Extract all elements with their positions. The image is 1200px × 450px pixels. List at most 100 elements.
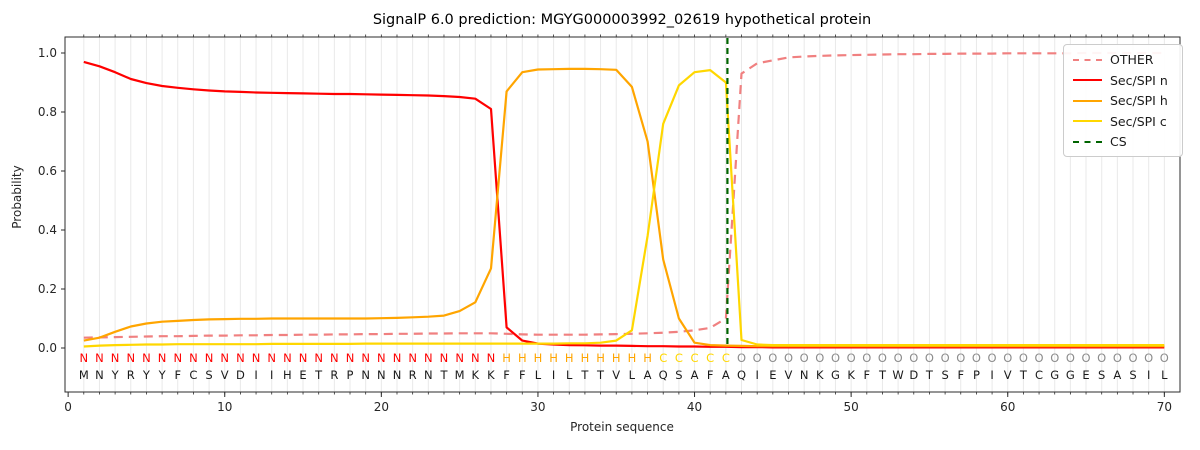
svg-text:0.8: 0.8 xyxy=(38,105,57,119)
svg-text:I: I xyxy=(1147,368,1150,382)
svg-text:N: N xyxy=(487,351,496,365)
svg-text:K: K xyxy=(472,368,480,382)
svg-text:O: O xyxy=(753,351,762,365)
svg-text:F: F xyxy=(957,368,964,382)
svg-text:A: A xyxy=(722,368,730,382)
svg-text:O: O xyxy=(909,351,918,365)
svg-text:K: K xyxy=(487,368,495,382)
svg-text:C: C xyxy=(189,368,197,382)
svg-text:N: N xyxy=(126,351,135,365)
legend: OTHER Sec/SPI n Sec/SPI h Sec/SPI c CS xyxy=(1063,44,1183,157)
svg-text:70: 70 xyxy=(1157,400,1172,414)
legend-label: Sec/SPI c xyxy=(1110,113,1167,129)
svg-text:S: S xyxy=(941,368,948,382)
svg-text:Y: Y xyxy=(111,368,120,382)
svg-text:K: K xyxy=(847,368,855,382)
svg-text:N: N xyxy=(377,351,386,365)
legend-label: CS xyxy=(1110,134,1127,149)
svg-text:I: I xyxy=(990,368,993,382)
svg-text:N: N xyxy=(205,351,214,365)
svg-text:0.6: 0.6 xyxy=(38,164,57,178)
svg-text:N: N xyxy=(346,351,355,365)
svg-text:N: N xyxy=(158,351,167,365)
svg-text:O: O xyxy=(988,351,997,365)
svg-text:F: F xyxy=(174,368,181,382)
y-tick-labels: 0.0 0.2 0.4 0.6 0.8 1.0 xyxy=(38,46,65,355)
plot-frame xyxy=(64,36,1181,393)
svg-text:N: N xyxy=(455,351,464,365)
svg-text:V: V xyxy=(1004,368,1012,382)
svg-text:A: A xyxy=(1113,368,1121,382)
svg-text:F: F xyxy=(707,368,714,382)
axis-ticks xyxy=(83,34,1165,395)
svg-text:F: F xyxy=(519,368,526,382)
svg-text:C: C xyxy=(722,351,730,365)
svg-text:N: N xyxy=(173,351,182,365)
sec-spi-c-line xyxy=(83,68,1165,348)
svg-text:N: N xyxy=(111,351,120,365)
svg-text:N: N xyxy=(361,368,370,382)
svg-text:Y: Y xyxy=(142,368,151,382)
svg-text:G: G xyxy=(1066,368,1075,382)
svg-text:O: O xyxy=(800,351,809,365)
svg-text:M: M xyxy=(455,368,465,382)
svg-text:20: 20 xyxy=(374,400,389,414)
svg-text:O: O xyxy=(1066,351,1075,365)
svg-text:F: F xyxy=(863,368,870,382)
svg-text:O: O xyxy=(1144,351,1153,365)
svg-text:N: N xyxy=(330,351,339,365)
svg-text:W: W xyxy=(892,368,903,382)
svg-text:C: C xyxy=(675,351,683,365)
svg-text:N: N xyxy=(299,351,308,365)
svg-text:G: G xyxy=(1050,368,1059,382)
svg-text:O: O xyxy=(925,351,934,365)
svg-text:P: P xyxy=(347,368,354,382)
svg-text:L: L xyxy=(535,368,542,382)
svg-text:O: O xyxy=(1019,351,1028,365)
svg-text:O: O xyxy=(737,351,746,365)
svg-text:R: R xyxy=(127,368,135,382)
svg-text:A: A xyxy=(691,368,699,382)
legend-label: Sec/SPI h xyxy=(1110,93,1168,108)
svg-text:N: N xyxy=(424,351,433,365)
svg-text:D: D xyxy=(909,368,918,382)
svg-text:1.0: 1.0 xyxy=(38,46,57,60)
svg-text:T: T xyxy=(925,368,934,382)
svg-text:M: M xyxy=(79,368,89,382)
svg-text:O: O xyxy=(862,351,871,365)
svg-text:N: N xyxy=(220,351,229,365)
svg-text:H: H xyxy=(612,351,621,365)
svg-text:10: 10 xyxy=(217,400,232,414)
svg-text:H: H xyxy=(502,351,511,365)
svg-text:S: S xyxy=(1129,368,1136,382)
svg-text:S: S xyxy=(205,368,212,382)
svg-text:T: T xyxy=(580,368,589,382)
svg-text:O: O xyxy=(847,351,856,365)
svg-text:O: O xyxy=(1050,351,1059,365)
svg-text:H: H xyxy=(534,351,543,365)
svg-text:O: O xyxy=(972,351,981,365)
legend-item-sec-spi-c: Sec/SPI c xyxy=(1073,114,1174,129)
svg-text:K: K xyxy=(816,368,824,382)
svg-text:N: N xyxy=(142,351,151,365)
svg-text:C: C xyxy=(691,351,699,365)
svg-text:I: I xyxy=(552,368,555,382)
svg-text:E: E xyxy=(299,368,306,382)
svg-text:C: C xyxy=(1035,368,1043,382)
other-swatch xyxy=(1073,58,1102,61)
svg-text:N: N xyxy=(283,351,292,365)
svg-text:S: S xyxy=(1098,368,1105,382)
svg-text:30: 30 xyxy=(530,400,545,414)
svg-text:N: N xyxy=(95,351,104,365)
svg-text:0: 0 xyxy=(64,400,72,414)
svg-text:N: N xyxy=(377,368,386,382)
svg-text:N: N xyxy=(252,351,261,365)
svg-text:N: N xyxy=(471,351,480,365)
gridlines xyxy=(83,37,1165,392)
svg-text:L: L xyxy=(629,368,636,382)
sec-spi-h-line xyxy=(83,67,1165,348)
svg-text:N: N xyxy=(95,368,104,382)
svg-text:N: N xyxy=(800,368,809,382)
chart-title: SignalP 6.0 prediction: MGYG000003992_02… xyxy=(372,12,872,28)
